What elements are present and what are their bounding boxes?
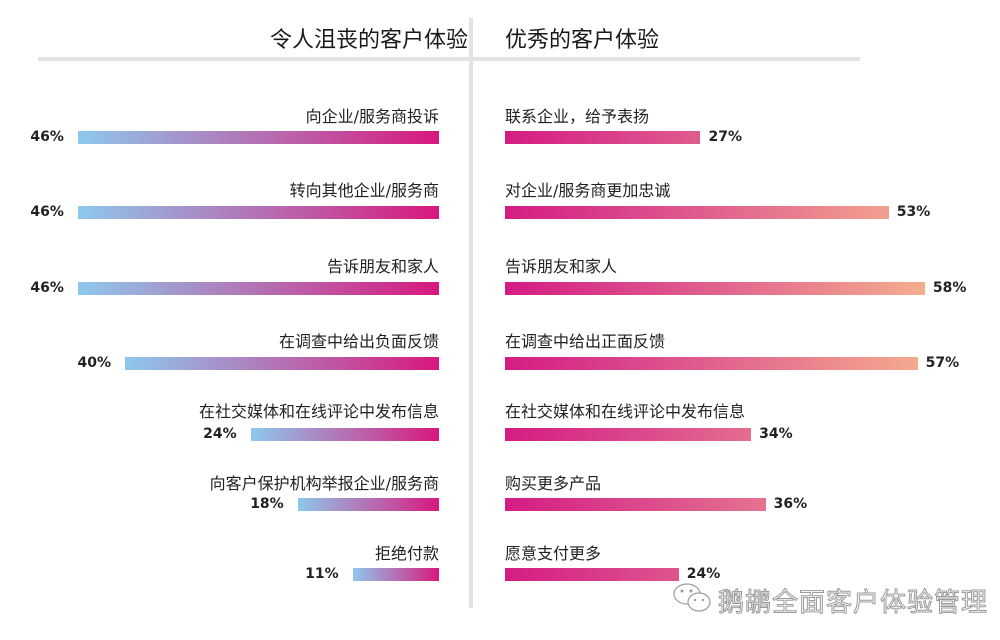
right-value-label: 36% — [773, 496, 808, 512]
left-chart-title: 令人沮丧的客户体验 — [269, 28, 468, 53]
right-bar — [505, 131, 701, 144]
left-value-label: 11% — [305, 566, 339, 582]
right-value-label: 57% — [925, 355, 960, 371]
right-value-label: 34% — [759, 426, 793, 442]
left-value-label: 46% — [30, 129, 64, 145]
left-value-label: 40% — [77, 355, 111, 371]
right-bar — [505, 357, 918, 370]
right-bar — [505, 568, 679, 581]
left-category-label: 在调查中给出负面反馈 — [278, 332, 439, 351]
header-divider — [38, 57, 860, 61]
right-value-label: 58% — [932, 280, 967, 296]
left-bar — [250, 428, 439, 441]
right-category-label: 在调查中给出正面反馈 — [505, 332, 666, 351]
center-divider — [469, 18, 473, 608]
right-bar — [505, 498, 766, 511]
right-category-label: 告诉朋友和家人 — [505, 257, 618, 276]
left-category-label: 转向其他企业/服务商 — [289, 181, 439, 200]
right-category-label: 联系企业，给予表扬 — [505, 107, 650, 126]
right-bar — [505, 428, 752, 441]
left-bar — [297, 498, 439, 511]
right-category-label: 在社交媒体和在线评论中发布信息 — [505, 402, 746, 421]
left-value-label: 24% — [203, 426, 237, 442]
right-chart-title: 优秀的客户体验 — [505, 28, 660, 53]
left-category-label: 告诉朋友和家人 — [326, 257, 439, 276]
right-category-label: 愿意支付更多 — [505, 544, 602, 563]
watermark-text: 鹅鹕全面客户体验管理 — [717, 588, 989, 619]
left-bar — [125, 357, 439, 370]
left-bar — [352, 568, 439, 581]
left-category-label: 向客户保护机构举报企业/服务商 — [209, 474, 439, 493]
left-category-label: 拒绝付款 — [374, 544, 439, 563]
right-category-label: 对企业/服务商更加忠诚 — [505, 181, 671, 200]
left-value-label: 18% — [250, 496, 284, 512]
left-category-label: 在社交媒体和在线评论中发布信息 — [198, 402, 439, 421]
wechat-icon — [673, 583, 711, 612]
left-bar — [77, 131, 439, 144]
right-value-label: 53% — [896, 204, 931, 220]
right-bar — [505, 206, 889, 219]
right-category-label: 购买更多产品 — [505, 474, 602, 493]
left-category-label: 向企业/服务商投诉 — [305, 107, 439, 126]
left-value-label: 46% — [30, 204, 64, 220]
right-value-label: 24% — [686, 566, 721, 582]
left-value-label: 46% — [30, 280, 64, 296]
left-bar — [77, 206, 439, 219]
right-value-label: 27% — [708, 129, 742, 145]
right-bar — [505, 282, 925, 295]
left-bar — [77, 282, 439, 295]
